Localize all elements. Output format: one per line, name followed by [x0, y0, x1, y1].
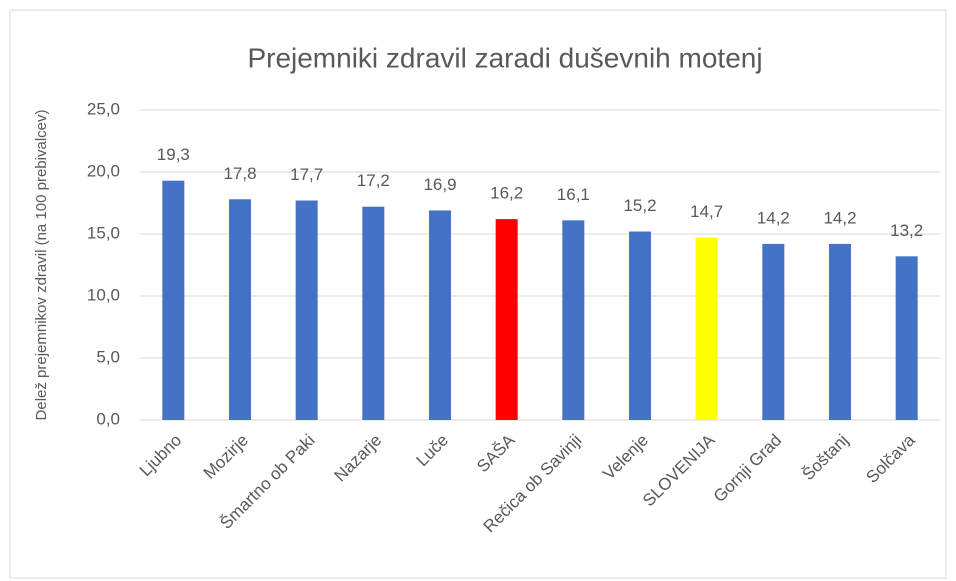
data-label: 17,7 [290, 165, 323, 184]
data-label: 15,2 [623, 196, 656, 215]
bar [829, 243, 851, 420]
data-label: 19,3 [157, 145, 190, 164]
bar [629, 231, 651, 420]
bar [295, 200, 318, 420]
data-label: 16,1 [557, 185, 590, 204]
data-label: 17,8 [223, 164, 256, 183]
y-tick-label: 15,0 [87, 223, 120, 242]
bar [162, 180, 185, 420]
y-tick-label: 0,0 [96, 409, 120, 428]
y-tick-label: 5,0 [96, 347, 120, 366]
data-label: 14,7 [690, 202, 723, 221]
bar [229, 199, 251, 420]
chart-title: Prejemniki zdravil zaradi duševnih moten… [247, 42, 762, 73]
y-tick-label: 10,0 [87, 285, 120, 304]
bar [495, 219, 518, 420]
bar [362, 206, 385, 420]
chart-border [9, 9, 947, 579]
data-label: 16,9 [423, 175, 456, 194]
y-axis-label: Delež prejemnikov zdravil (na 100 prebiv… [33, 110, 50, 421]
data-label: 13,2 [890, 221, 923, 240]
bar [895, 256, 918, 420]
bar [429, 210, 451, 420]
y-tick-label: 25,0 [87, 99, 120, 118]
data-label: 14,2 [823, 208, 856, 227]
y-tick-label: 20,0 [87, 161, 120, 180]
data-label: 14,2 [757, 208, 790, 227]
data-label: 17,2 [357, 171, 390, 190]
data-label: 16,2 [490, 184, 523, 203]
bar [562, 220, 585, 420]
bar [762, 243, 785, 420]
bar [695, 237, 718, 420]
